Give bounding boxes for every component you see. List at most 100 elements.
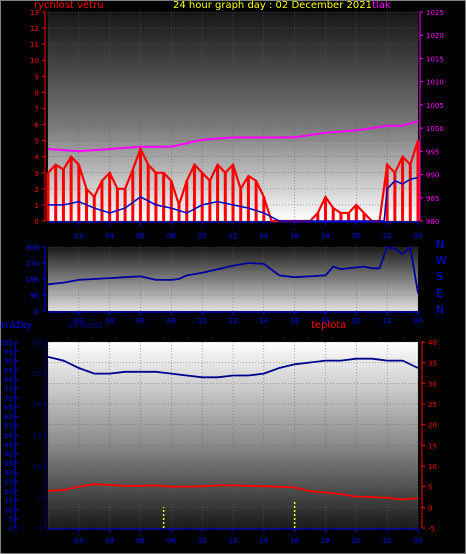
humidity-line [47, 356, 419, 379]
humidity-tick-label: 25 [33, 370, 42, 378]
rain-tick-label: 55 [4, 423, 13, 431]
wind-tick-label: 12 [30, 25, 39, 33]
wind-speed-title: rychlost větru [34, 0, 104, 11]
pressure-tick-label: 1010 [426, 79, 444, 87]
top-x-tick-label: 22 [383, 232, 392, 240]
top-x-tick-label: 16 [290, 232, 299, 240]
wind-pressure-chart: 0123456789101112139809859909951000100510… [30, 9, 444, 240]
bot-x-tick-label: 04 [105, 537, 114, 545]
bot-x-tick-label: 02 [74, 537, 83, 545]
pressure-line [47, 120, 419, 153]
wind-tick-label: 6 [35, 122, 40, 130]
direction-label-w: W [436, 254, 447, 267]
mid-x-tick-label: 10 [198, 317, 207, 325]
rain-tick-label: 40 [4, 451, 13, 459]
rain-tick-label: 45 [4, 441, 13, 449]
rain-title: srážky [0, 320, 33, 331]
bot-x-tick-label: 08 [167, 537, 176, 545]
rain-tick-label: 30 [4, 469, 13, 477]
direction-label-s: S [436, 270, 443, 283]
pressure-tick-label: 990 [426, 172, 439, 180]
bot-x-tick-label: 12 [229, 537, 238, 545]
rain-tick-label: 70 [4, 395, 13, 403]
wind-tick-label: 11 [30, 41, 39, 49]
top-x-tick-label: 12 [229, 232, 238, 240]
top-x-tick-label: 10 [198, 232, 207, 240]
top-x-tick-label: 14 [259, 232, 268, 240]
mid-x-tick-label: 16 [290, 317, 299, 325]
humidity-tick-label: 20 [33, 401, 42, 409]
temperature-tick-label: 5 [428, 484, 432, 492]
humidity-tick-label: 5 [38, 494, 42, 502]
wind-tick-label: 0 [35, 218, 39, 226]
mid-x-tick-label: 14 [259, 317, 268, 325]
rain-tick-label: 10 [4, 506, 13, 514]
direction-label-e: E [436, 287, 443, 300]
wind-tick-label: 2 [35, 186, 39, 194]
pressure-tick-label: 1020 [426, 32, 444, 40]
rain-tick-label: 85 [4, 367, 13, 375]
wind-tick-label: 9 [35, 73, 39, 81]
pressure-tick-label: 985 [426, 195, 439, 203]
rain-tick-label: 100 [0, 339, 13, 347]
humidity-temperature-chart: 0510152025303540455055606570758085909510… [0, 339, 437, 545]
rain-tick-label: 25 [4, 479, 13, 487]
direction-label-n-top: N [436, 238, 445, 251]
mid-x-tick-label: 22 [383, 317, 392, 325]
humidity-tick-label: 10 [33, 463, 42, 471]
temperature-tick-label: 25 [428, 401, 437, 409]
top-x-tick-label: 06 [136, 232, 145, 240]
bot-x-tick-label: 16 [290, 537, 299, 545]
wind-tick-label: 3 [35, 170, 39, 178]
mid-x-tick-label: 06 [136, 317, 145, 325]
mid-x-tick-label: 20 [352, 317, 361, 325]
humidity-title: vlhkost [67, 320, 103, 331]
temperature-tick-label: 15 [428, 442, 437, 450]
rain-tick-label: 95 [4, 348, 13, 356]
bot-x-tick-label: 14 [259, 537, 268, 545]
bot-x-tick-label: 22 [383, 537, 392, 545]
direction-tick-label: 90 [30, 292, 39, 300]
temperature-tick-label: 10 [428, 463, 437, 471]
direction-tick-label: 180 [26, 276, 39, 284]
direction-tick-label: 0 [35, 308, 39, 316]
wind-direction-line [47, 245, 419, 294]
mid-x-tick-label: 12 [229, 317, 238, 325]
top-x-tick-label: 02 [74, 232, 83, 240]
top-x-tick-label: 20 [352, 232, 361, 240]
rain-tick-label: 15 [4, 497, 13, 505]
pressure-title: tlak [372, 0, 391, 11]
temperature-tick-label: 30 [428, 380, 437, 388]
wind-tick-label: 7 [35, 105, 39, 113]
bot-x-tick-label: 18 [321, 537, 330, 545]
rain-tick-label: 80 [4, 376, 13, 384]
humidity-tick-label: 0 [38, 525, 42, 533]
mid-x-tick-label: 04 [105, 317, 114, 325]
bot-x-tick-label: 00 [414, 537, 423, 545]
humidity-tick-label: 15 [33, 432, 42, 440]
bot-x-tick-label: 10 [198, 537, 207, 545]
rain-tick-label: 0 [9, 525, 13, 533]
direction-label-n-bottom: N [436, 303, 445, 316]
rain-tick-label: 65 [4, 404, 13, 412]
temperature-tick-label: 35 [428, 360, 437, 368]
mid-x-tick-label: 02 [74, 317, 83, 325]
rain-tick-label: 90 [4, 358, 13, 366]
pressure-tick-label: 1015 [426, 55, 444, 63]
chart-title: 24 hour graph day : 02 December 2021 [173, 0, 372, 11]
temperature-tick-label: 40 [428, 339, 437, 347]
temperature-title: teplota [311, 320, 347, 331]
bot-x-tick-label: 20 [352, 537, 361, 545]
temperature-tick-label: -5 [428, 525, 435, 533]
pressure-tick-label: 1005 [426, 102, 444, 110]
rain-tick-label: 75 [4, 386, 13, 394]
wind-tick-label: 8 [35, 89, 39, 97]
rain-tick-label: 35 [4, 460, 13, 468]
bot-x-tick-label: 06 [136, 537, 145, 545]
top-x-tick-label: 08 [167, 232, 176, 240]
pressure-tick-label: 980 [426, 218, 439, 226]
temperature-tick-label: 20 [428, 422, 437, 430]
wind-tick-label: 10 [30, 57, 39, 65]
wind-direction-chart: 0 90 180 270 360 02 04 06 08 10 12 14 16 18 20 22 00 [26, 244, 423, 325]
top-x-tick-label: 04 [105, 232, 114, 240]
